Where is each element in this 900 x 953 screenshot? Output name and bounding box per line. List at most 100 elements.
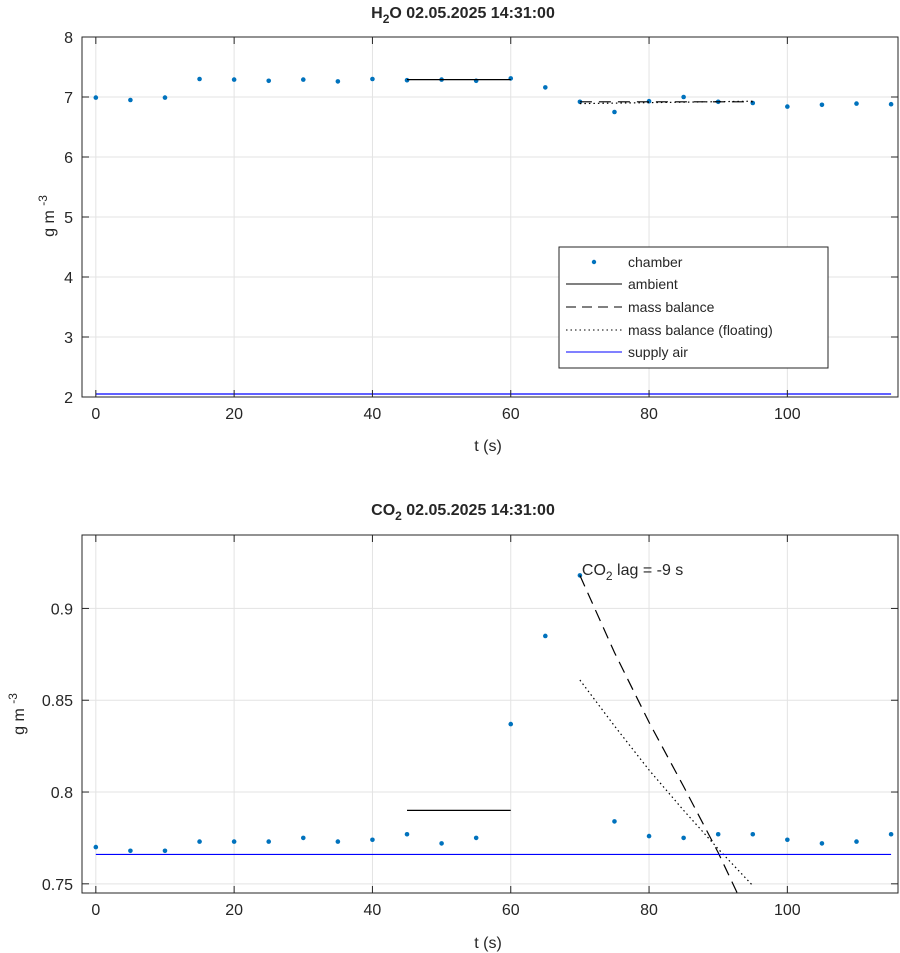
y-tick-label: 6 (64, 150, 73, 167)
data-point-chamber (335, 79, 341, 84)
legend-entry-ambient: ambient (566, 276, 678, 292)
chart-title: H2O 02.05.2025 14:31:00 (371, 5, 555, 26)
data-point-chamber (785, 837, 790, 843)
lag-annotation-rest: lag = -9 s (613, 562, 684, 579)
data-point-chamber (266, 839, 272, 844)
y-tick-label: 4 (64, 270, 73, 287)
x-tick-label: 80 (640, 406, 658, 423)
y-tick-label: 0.75 (42, 877, 73, 894)
data-point-chamber (162, 95, 168, 100)
lag-annotation-main: CO (582, 562, 606, 579)
data-point-chamber (888, 831, 894, 837)
y-tick-label: 0.85 (42, 693, 73, 710)
data-point-chamber (715, 831, 721, 837)
data-point-chamber (646, 833, 652, 839)
data-point-chamber (231, 839, 237, 844)
data-point-chamber (266, 78, 272, 84)
legend-label-mass-balance: mass balance (628, 299, 715, 315)
data-point-chamber (854, 101, 859, 106)
x-tick-label: 60 (502, 902, 520, 919)
data-point-chamber (300, 77, 306, 82)
title-subscript: 2 (383, 12, 390, 26)
co2-panel: CO2 02.05.2025 14:31:00 0 20 40 60 80 1000.75… (6, 502, 899, 952)
data-point-chamber (888, 101, 894, 107)
y-tick-label: 0.8 (51, 785, 73, 802)
data-point-chamber (370, 837, 375, 843)
y-axis-label-exponent: -3 (6, 693, 20, 704)
data-point-chamber (508, 721, 514, 727)
y-axis-label-exponent: -3 (36, 195, 50, 206)
y-tick-label: 0.9 (51, 601, 73, 618)
data-point-chamber (543, 633, 548, 639)
series-line-mass-balance-floating (579, 100, 753, 105)
x-tick-label: 100 (774, 902, 801, 919)
legend-entry-supply-air: supply air (566, 344, 688, 360)
legend-label-mass-balance-floating: mass balance (floating) (628, 322, 773, 338)
data-point-chamber (162, 848, 168, 854)
data-point-chamber (854, 839, 859, 844)
legend-marker-dot (591, 259, 597, 265)
data-point-chamber (681, 94, 686, 100)
legend-label-supply-air: supply air (628, 344, 688, 360)
x-tick-label: 40 (364, 902, 382, 919)
data-point-chamber (785, 104, 790, 109)
y-axis-label-base: g m (41, 206, 58, 237)
y-tick-label: 5 (64, 210, 73, 227)
data-point-chamber (750, 831, 756, 837)
x-tick-label: 60 (502, 406, 520, 423)
data-series-group (93, 76, 894, 395)
x-tick-label: 0 (91, 406, 100, 423)
data-point-chamber (681, 835, 686, 841)
x-tick-label: 100 (774, 406, 801, 423)
legend-entry-chamber: chamber (591, 254, 683, 270)
legend: chamber ambient mass balance mass balanc… (558, 246, 829, 369)
data-point-chamber (543, 85, 548, 90)
title-main: CO (371, 502, 395, 519)
data-point-chamber (335, 839, 341, 844)
data-point-chamber (819, 841, 825, 846)
data-point-chamber (128, 848, 133, 854)
x-tick-label: 20 (225, 406, 243, 423)
y-axis-label-base: g m (11, 704, 28, 735)
data-point-chamber (231, 77, 237, 82)
data-series-group (93, 573, 894, 893)
title-rest: O 02.05.2025 14:31:00 (389, 5, 555, 22)
title-main: H (371, 5, 383, 22)
x-tick-label: 80 (640, 902, 658, 919)
co2-plot-area: 0 20 40 60 80 100 0.75 0.8 0.85 0.9 (42, 534, 899, 919)
legend-label-chamber: chamber (628, 254, 683, 270)
data-point-chamber (197, 839, 202, 844)
y-tick-label: 7 (64, 90, 73, 107)
x-tick-label: 40 (364, 406, 382, 423)
y-tick-label: 8 (64, 30, 73, 47)
legend-entry-mass-balance: mass balance (566, 299, 715, 315)
data-point-chamber (404, 831, 410, 837)
series-line-mass-balance-floating (579, 679, 754, 887)
plot-background (82, 535, 898, 893)
y-axis-label: g m -3 (6, 693, 28, 735)
chart-title: CO2 02.05.2025 14:31:00 (371, 502, 555, 523)
data-point-chamber (197, 76, 202, 82)
x-axis-label: t (s) (474, 935, 502, 952)
legend-entry-mass-balance-floating: mass balance (floating) (566, 322, 773, 338)
y-axis-label: g m -3 (36, 195, 58, 237)
data-point-chamber (128, 97, 133, 103)
lag-annotation-subscript: 2 (606, 569, 613, 583)
h2o-panel: H2O 02.05.2025 14:31:00 0 20 40 60 80 100 2 3 4 5… (36, 5, 899, 455)
data-point-chamber (300, 835, 306, 841)
data-point-chamber (93, 95, 99, 100)
data-point-chamber (612, 109, 617, 115)
series-line-mass-balance (579, 575, 738, 893)
title-rest: 02.05.2025 14:31:00 (402, 502, 555, 519)
axes-box (81, 534, 899, 894)
x-tick-label: 20 (225, 902, 243, 919)
data-point-chamber (612, 819, 617, 824)
data-point-chamber (370, 76, 375, 82)
x-axis-label: t (s) (474, 438, 502, 455)
x-tick-label: 0 (91, 902, 100, 919)
data-point-chamber (93, 844, 99, 850)
y-tick-label: 3 (64, 330, 73, 347)
title-subscript: 2 (395, 509, 402, 523)
lag-annotation: CO2 lag = -9 s (582, 562, 683, 583)
